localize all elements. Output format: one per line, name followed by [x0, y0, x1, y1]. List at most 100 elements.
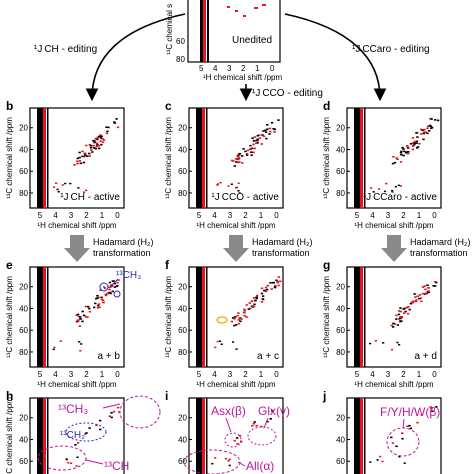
peak: [91, 151, 94, 153]
peak: [418, 142, 421, 145]
peak: [96, 297, 99, 299]
peak: [419, 297, 422, 299]
water-band-edge: [47, 267, 49, 367]
peak: [369, 342, 372, 345]
peak: [372, 191, 375, 193]
glx-label: Glx(γ): [258, 404, 290, 418]
peak: [234, 158, 238, 160]
peak: [405, 306, 409, 309]
xtick-label: 1: [417, 211, 422, 220]
peak: [409, 427, 413, 430]
peak: [407, 152, 410, 155]
water-band: [196, 108, 202, 208]
peak: [398, 318, 401, 320]
peak: [216, 184, 219, 186]
peak: [88, 155, 91, 157]
peak: [93, 306, 96, 309]
peak: [423, 285, 426, 287]
peak: [260, 301, 264, 303]
xtick-label: 3: [69, 211, 74, 220]
peak: [79, 316, 82, 318]
ch3-pointer: [109, 278, 119, 288]
peak: [269, 130, 272, 133]
peak: [59, 340, 62, 342]
peak: [84, 152, 87, 155]
peak: [406, 147, 410, 149]
peak: [264, 131, 268, 133]
ytick-label: 60: [336, 457, 345, 466]
peak: [88, 310, 92, 313]
water-band-edge: [206, 267, 208, 367]
peak: [413, 293, 416, 295]
xtick-label: 3: [228, 370, 233, 379]
xtick-label: 5: [38, 370, 43, 379]
water-band-edge: [206, 108, 208, 208]
peak: [393, 161, 397, 164]
peak: [391, 442, 395, 444]
xlabel: ¹H chemical shift /ppm: [37, 221, 116, 230]
peak: [433, 281, 437, 283]
peak: [76, 160, 79, 163]
ytick-label: 20: [19, 283, 28, 292]
hadamard-line2: transformation: [410, 248, 468, 258]
peak: [96, 304, 100, 307]
panel-a-xtick: 3: [227, 64, 232, 73]
peak: [416, 295, 419, 298]
peak: [239, 320, 242, 323]
peak: [116, 126, 120, 129]
ytick-label: 40: [19, 304, 28, 313]
editing-arrows: [85, 13, 387, 102]
water-band: [354, 398, 360, 474]
xtick-label: 3: [386, 370, 391, 379]
peak: [236, 443, 239, 445]
peak: [219, 182, 222, 184]
peak: [251, 425, 254, 427]
peak: [97, 145, 100, 147]
peak: [374, 340, 377, 342]
peak: [413, 143, 416, 145]
peak: [75, 320, 79, 323]
peak: [252, 297, 256, 299]
water-band: [196, 267, 202, 367]
peak: [245, 316, 248, 318]
peak: [250, 147, 254, 150]
peak: [105, 132, 109, 135]
peak: [399, 317, 402, 320]
water-band-edge: [364, 108, 366, 208]
peak: [242, 148, 245, 150]
peak: [270, 288, 273, 290]
peak: [235, 161, 238, 163]
peak: [433, 285, 437, 287]
peak: [105, 126, 108, 128]
peak: [235, 324, 238, 326]
peak: [113, 286, 117, 288]
peak: [238, 435, 242, 437]
peak: [398, 321, 402, 323]
peak: [243, 308, 246, 311]
peak: [83, 191, 86, 193]
peak: [415, 132, 418, 134]
peak: [104, 293, 107, 296]
water-band-red: [360, 108, 363, 208]
peak: [253, 421, 256, 423]
glx-pointer: [263, 417, 269, 429]
ytick-label: 40: [336, 145, 345, 154]
peak: [238, 191, 241, 194]
peak: [392, 322, 395, 325]
peak: [74, 444, 77, 446]
panel-i-annotation: Asx(β) Glx(γ) All(α): [183, 404, 290, 474]
peak: [237, 319, 240, 321]
panel-h-annotation: ¹³CH₃ ¹³CH₂ ¹³CH: [37, 395, 161, 473]
peak: [423, 131, 427, 133]
peak: [258, 137, 262, 139]
peak: [78, 341, 81, 343]
xtick-label: 2: [401, 211, 406, 220]
peak: [427, 125, 430, 128]
water-band-red: [202, 398, 205, 474]
unedited-label: Unedited: [232, 35, 272, 46]
peak: [403, 312, 406, 314]
peak: [78, 325, 82, 327]
peak: [390, 324, 393, 327]
